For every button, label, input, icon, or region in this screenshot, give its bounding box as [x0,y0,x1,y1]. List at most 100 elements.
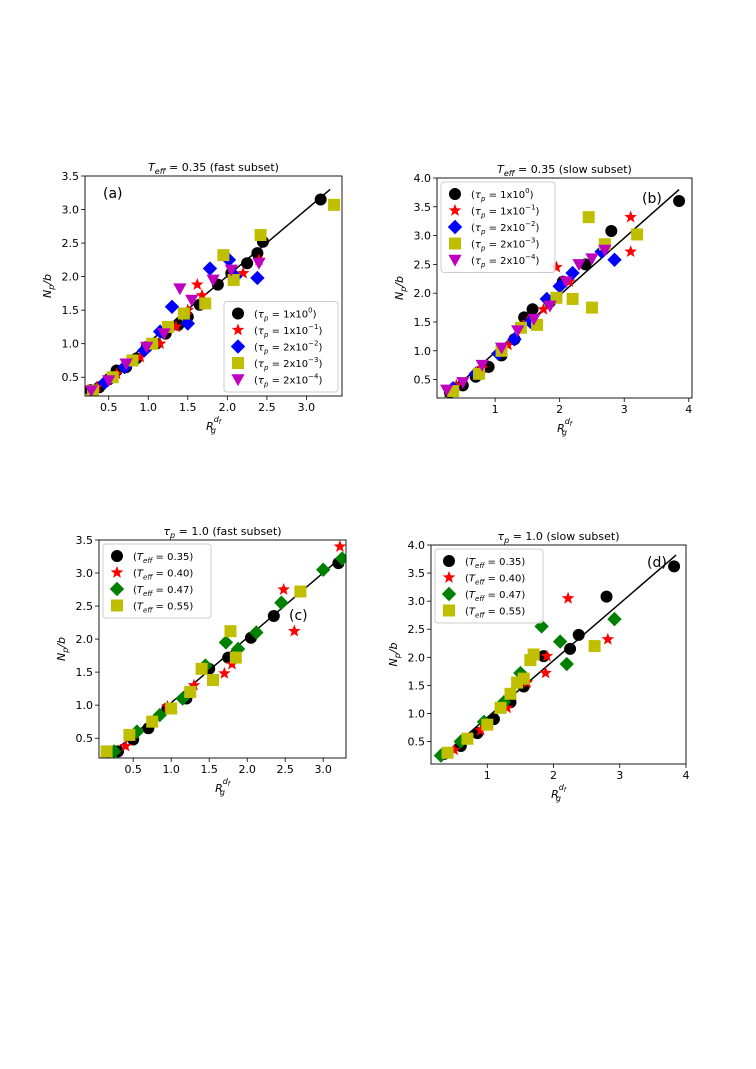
data-point [267,609,280,622]
y-axis-label: Np/b [41,274,56,298]
data-point [227,273,240,286]
data-point [169,320,183,333]
x-tick-label: 0.5 [100,401,118,414]
y-tick-label: 0.5 [76,732,94,745]
legend-label: (Teff = 0.55) [133,602,193,615]
data-point [572,259,586,271]
y-tick-label: 1.5 [62,304,80,317]
data-point [537,302,550,315]
data-point [184,685,197,698]
data-point [504,687,517,700]
legend-label: (τp = 2x10−2) [471,220,539,236]
y-tick-label: 2.5 [408,623,426,636]
data-point [456,377,470,390]
data-point [624,245,637,258]
data-point [607,611,622,627]
y-tick-label: 3.5 [408,567,426,580]
data-point [102,375,116,388]
data-point [494,701,507,714]
x-tick-label: 2 [550,769,557,782]
y-tick-label: 4.0 [408,539,426,552]
data-point [447,743,461,756]
legend-box [223,301,339,393]
data-point [288,624,301,637]
chart-panel-a: Teff = 0.35 (fast subset) 0.5 1.0 1.5 2.0 2.5… [41,161,343,435]
x-tick-label: 0.5 [124,763,142,776]
data-point [316,562,331,577]
chart-panel-c: τp = 1.0 (fast subset) 0.5 1.0 1.5 2.0 2.5 3.0… [55,525,347,797]
data-point [328,198,341,211]
data-point [123,728,136,741]
data-point [559,276,573,289]
data-point [598,244,612,257]
data-point [475,359,489,372]
legend-label: (τp = 2x10−3) [254,356,322,372]
legend-marker [441,586,457,602]
data-point [249,625,264,640]
axes-frame [430,544,687,765]
data-point [294,585,307,598]
data-point [119,739,132,752]
legend-label: (Teff = 0.40) [465,574,525,587]
data-point [527,648,540,661]
chart-title: τp = 1.0 (fast subset) [163,525,281,540]
axes-frame [98,539,347,759]
data-point [224,264,238,277]
legend-label: (τp = 2x10−3) [471,237,539,253]
legend-label: (τp = 2x10−4) [471,253,539,269]
legend-marker [448,203,462,216]
data-point [100,745,113,758]
x-tick-label: 4 [683,769,690,782]
y-tick-label: 3.0 [62,204,80,217]
x-axis-label: Rdf g [215,777,231,797]
data-point [129,724,145,739]
y-tick-label: 2.0 [408,651,426,664]
x-tick-label: 2 [556,403,563,416]
y-tick-label: 2.5 [76,600,94,613]
axes-frame [84,175,343,397]
data-point [585,301,598,314]
data-point [600,590,613,603]
legend-label: (Teff = 0.47) [465,590,525,603]
data-point [173,283,187,296]
data-point [605,224,618,237]
data-point [119,358,133,371]
data-point [523,314,538,330]
x-axis-label: Rdf g [551,783,567,803]
data-point [673,195,686,208]
y-tick-label: 3.5 [414,201,432,214]
legend: (Teff = 0.35) (Teff = 0.40) (Teff = 0.47) (… [102,543,212,619]
series-3 [447,211,644,398]
data-point [526,303,539,316]
data-point [175,691,190,706]
data-point [191,278,204,290]
data-point [274,595,289,610]
data-point [250,270,265,286]
data-point [527,313,541,326]
x-tick-label: 4 [685,403,692,416]
data-point [218,635,234,650]
legend-label: (Teff = 0.35) [465,557,525,570]
y-tick-label: 0.5 [62,371,80,384]
x-tick-label: 3.0 [314,763,332,776]
chart-panel-b: Teff = 0.35 (slow subset) 1 2 3 4 0.5 1.0 1.5 2.… [393,163,693,437]
legend-marker [232,307,244,320]
data-point [552,634,568,649]
x-tick-label: 3.0 [298,401,316,414]
legend-label: (τp = 1x10−1) [471,204,539,220]
legend-label: (τp = 1x100) [471,187,534,203]
chart-title: τp = 1.0 (slow subset) [498,530,620,545]
y-tick-label: 3.5 [62,170,80,183]
chart-title: Teff = 0.35 (slow subset) [497,163,632,178]
y-tick-label: 4.0 [414,172,432,185]
data-point [564,642,577,655]
data-point [152,707,167,723]
plot-area [85,188,341,396]
legend-marker [443,555,455,567]
series-3 [100,585,307,758]
data-point [195,662,208,675]
data-point [566,292,579,305]
legend-label: (Teff = 0.47) [133,585,193,598]
y-tick-label: 2.5 [414,258,432,271]
data-point [440,384,454,397]
